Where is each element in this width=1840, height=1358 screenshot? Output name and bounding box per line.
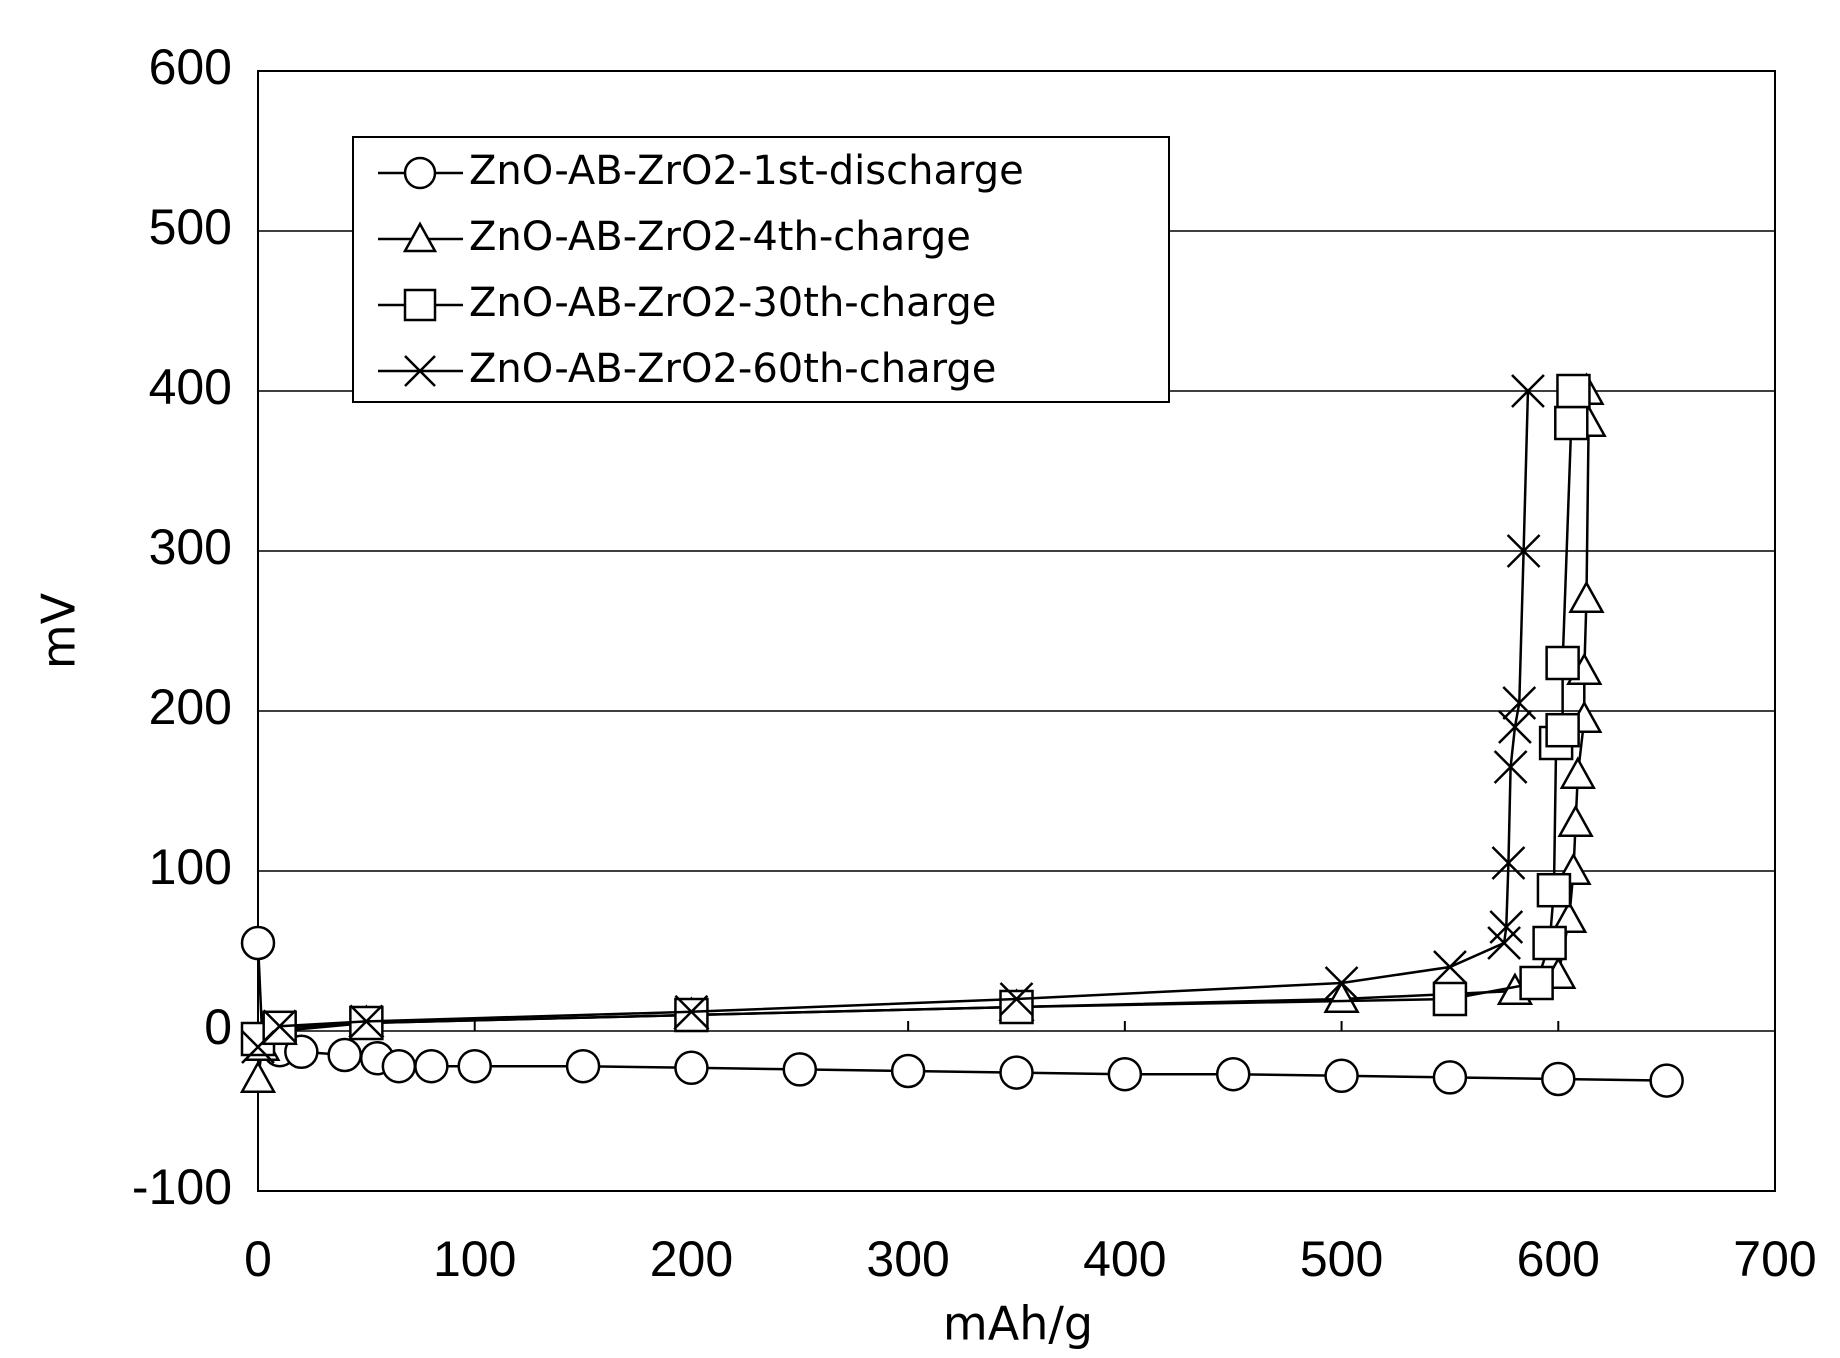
legend-label: ZnO-AB-ZrO2-4th-charge <box>469 214 971 260</box>
legend-label: ZnO-AB-ZrO2-60th-charge <box>469 346 996 392</box>
y-tick-label: 600 <box>149 39 232 95</box>
y-tick-label: 500 <box>149 199 232 255</box>
marker <box>1557 375 1589 407</box>
marker <box>459 1050 491 1082</box>
y-tick-label: -100 <box>132 1159 232 1215</box>
legend-label: ZnO-AB-ZrO2-30th-charge <box>469 280 996 326</box>
x-tick-label: 400 <box>1083 1231 1166 1287</box>
marker <box>1538 874 1570 906</box>
marker <box>1534 927 1566 959</box>
series-line <box>258 391 1573 1039</box>
y-tick-label: 400 <box>149 359 232 415</box>
x-tick-label: 500 <box>1300 1231 1383 1287</box>
marker <box>675 1052 707 1084</box>
marker <box>1109 1058 1141 1090</box>
y-tick-label: 300 <box>149 519 232 575</box>
marker <box>1434 1061 1466 1093</box>
marker <box>1434 983 1466 1015</box>
marker <box>1547 647 1579 679</box>
marker <box>1326 1060 1358 1092</box>
y-tick-label: 100 <box>149 839 232 895</box>
x-tick-label: 0 <box>244 1231 272 1287</box>
marker <box>567 1050 599 1082</box>
x-tick-label: 200 <box>650 1231 733 1287</box>
marker <box>242 1063 274 1092</box>
x-tick-label: 600 <box>1517 1231 1600 1287</box>
series-line <box>258 391 1528 1047</box>
marker <box>1217 1058 1249 1090</box>
marker <box>383 1050 415 1082</box>
marker <box>1555 407 1587 439</box>
x-tick-label: 700 <box>1733 1231 1816 1287</box>
marker <box>1488 927 1520 959</box>
x-axis-label: mAh/g <box>943 1297 1093 1351</box>
marker <box>405 290 435 320</box>
marker <box>675 999 707 1031</box>
marker <box>329 1039 361 1071</box>
marker <box>1001 1057 1033 1089</box>
marker <box>784 1053 816 1085</box>
y-axis-label: mV <box>32 592 86 669</box>
marker <box>892 1055 924 1087</box>
marker <box>405 158 435 188</box>
y-tick-label: 200 <box>149 679 232 735</box>
marker <box>1651 1065 1683 1097</box>
marker <box>415 1050 447 1082</box>
marker <box>1521 967 1553 999</box>
marker <box>1001 991 1033 1023</box>
marker <box>242 927 274 959</box>
legend-label: ZnO-AB-ZrO2-1st-discharge <box>469 148 1024 194</box>
y-tick-label: 0 <box>204 999 232 1055</box>
marker <box>1562 759 1594 788</box>
x-tick-label: 300 <box>866 1231 949 1287</box>
marker <box>1434 951 1466 983</box>
marker <box>1542 1063 1574 1095</box>
x-tick-label: 100 <box>433 1231 516 1287</box>
marker <box>1547 714 1579 746</box>
marker <box>1570 583 1602 612</box>
marker <box>1560 807 1592 836</box>
